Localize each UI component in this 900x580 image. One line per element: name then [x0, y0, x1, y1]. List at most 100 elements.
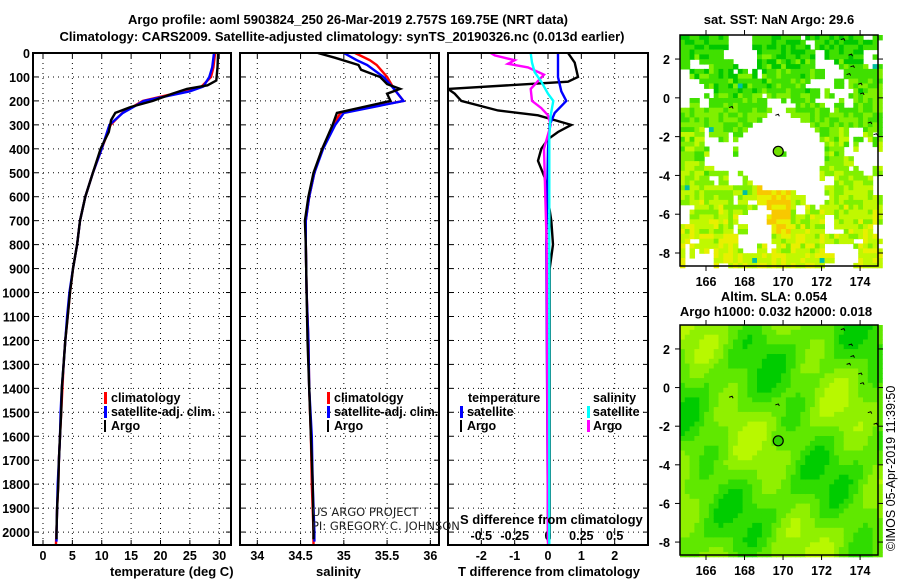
- map-cell: [838, 522, 845, 529]
- map-cell: [718, 175, 724, 181]
- map-cell: [810, 258, 816, 264]
- map-cell: [790, 329, 797, 336]
- map-cell: [757, 373, 763, 379]
- map-cell: [699, 469, 705, 476]
- map-cell: [689, 127, 695, 133]
- map-cell: [814, 508, 821, 514]
- map-cell: [733, 431, 739, 437]
- map-cell: [747, 107, 753, 114]
- map-cell: [843, 387, 850, 394]
- map-cell: [718, 180, 724, 186]
- map-cell: [776, 233, 782, 240]
- map-cell: [713, 219, 720, 225]
- map-cell: [790, 93, 797, 99]
- map-cell: [829, 39, 835, 46]
- map-cell: [708, 219, 715, 225]
- map-cell: [684, 146, 691, 152]
- map-cell: [747, 122, 753, 128]
- map-cell: [742, 411, 748, 418]
- map-cell: [771, 373, 777, 379]
- map-cell: [848, 349, 854, 355]
- map-cell: [790, 78, 797, 84]
- map-cell: [824, 402, 830, 408]
- map-cell: [766, 508, 773, 514]
- map-cell: [848, 344, 854, 350]
- map-cell: [771, 421, 777, 427]
- map-cell: [708, 474, 715, 481]
- map-cell: [713, 229, 720, 235]
- map-cell: [704, 387, 710, 394]
- map-cell: [843, 460, 850, 466]
- legend-swatch-argo: [327, 420, 329, 432]
- map-cell: [771, 248, 777, 254]
- sla-map-title-line2: Argo h1000: 0.032 h2000: 0.018: [680, 304, 872, 319]
- map-cell: [694, 219, 700, 225]
- map-cell: [728, 107, 734, 114]
- coastline-island: [848, 53, 853, 57]
- map-cell: [752, 195, 758, 201]
- map-cell: [689, 542, 695, 548]
- map-cell: [795, 233, 801, 240]
- map-cell: [733, 88, 739, 94]
- map-cell: [680, 107, 686, 114]
- map-cell: [790, 199, 797, 206]
- map-cell: [785, 68, 792, 75]
- map-cell: [684, 156, 691, 162]
- map-cell: [708, 344, 715, 350]
- map-cell: [863, 190, 869, 196]
- map-cell: [834, 224, 840, 230]
- map-cell: [684, 122, 691, 128]
- map-cell: [824, 151, 830, 157]
- map-cell: [805, 542, 811, 548]
- y-tick-label: 1000: [2, 287, 30, 301]
- map-cell: [728, 411, 734, 418]
- map-cell: [863, 397, 869, 403]
- map-cell: [771, 93, 777, 99]
- map-cell: [680, 59, 686, 65]
- map-cell: [747, 190, 753, 196]
- map-cell: [863, 248, 869, 254]
- map-cell: [766, 392, 773, 398]
- map-cell: [684, 354, 691, 360]
- map-cell: [867, 195, 874, 201]
- map-cell: [723, 258, 729, 264]
- map-cell: [819, 238, 825, 245]
- map-cell: [733, 547, 739, 553]
- map-cell: [814, 35, 821, 41]
- map-cell: [733, 537, 739, 543]
- map-cell: [872, 378, 878, 384]
- map-cell: [829, 416, 835, 423]
- map-cell: [877, 165, 883, 172]
- map-cell: [776, 387, 782, 394]
- map-cell: [737, 329, 744, 336]
- map-cell: [872, 518, 878, 524]
- map-cell: [781, 35, 787, 41]
- map-cell: [694, 132, 700, 138]
- map-cell: [737, 68, 744, 75]
- map-cell: [757, 537, 763, 543]
- map-cell: [747, 258, 753, 264]
- map-cell: [872, 238, 878, 245]
- map-cell: [689, 136, 695, 143]
- map-cell: [704, 431, 710, 437]
- map-cell: [781, 416, 787, 423]
- map-cell: [694, 474, 700, 481]
- map-cell: [708, 117, 715, 123]
- map-cell: [713, 107, 720, 114]
- map-cell: [723, 349, 729, 355]
- map-cell: [728, 98, 734, 104]
- map-cell: [747, 185, 753, 191]
- map-cell: [867, 107, 874, 114]
- map-cell: [795, 436, 801, 442]
- map-cell: [728, 537, 734, 543]
- map-cell: [771, 258, 777, 264]
- map-cell: [805, 397, 811, 403]
- map-cell: [800, 407, 806, 413]
- map-cell: [733, 209, 739, 215]
- map-cell: [819, 112, 825, 118]
- map-cell: [853, 547, 859, 553]
- map-cell: [704, 233, 710, 240]
- map-cell: [790, 494, 797, 500]
- x-tick-label: 1: [578, 549, 585, 563]
- map-cell: [829, 136, 835, 143]
